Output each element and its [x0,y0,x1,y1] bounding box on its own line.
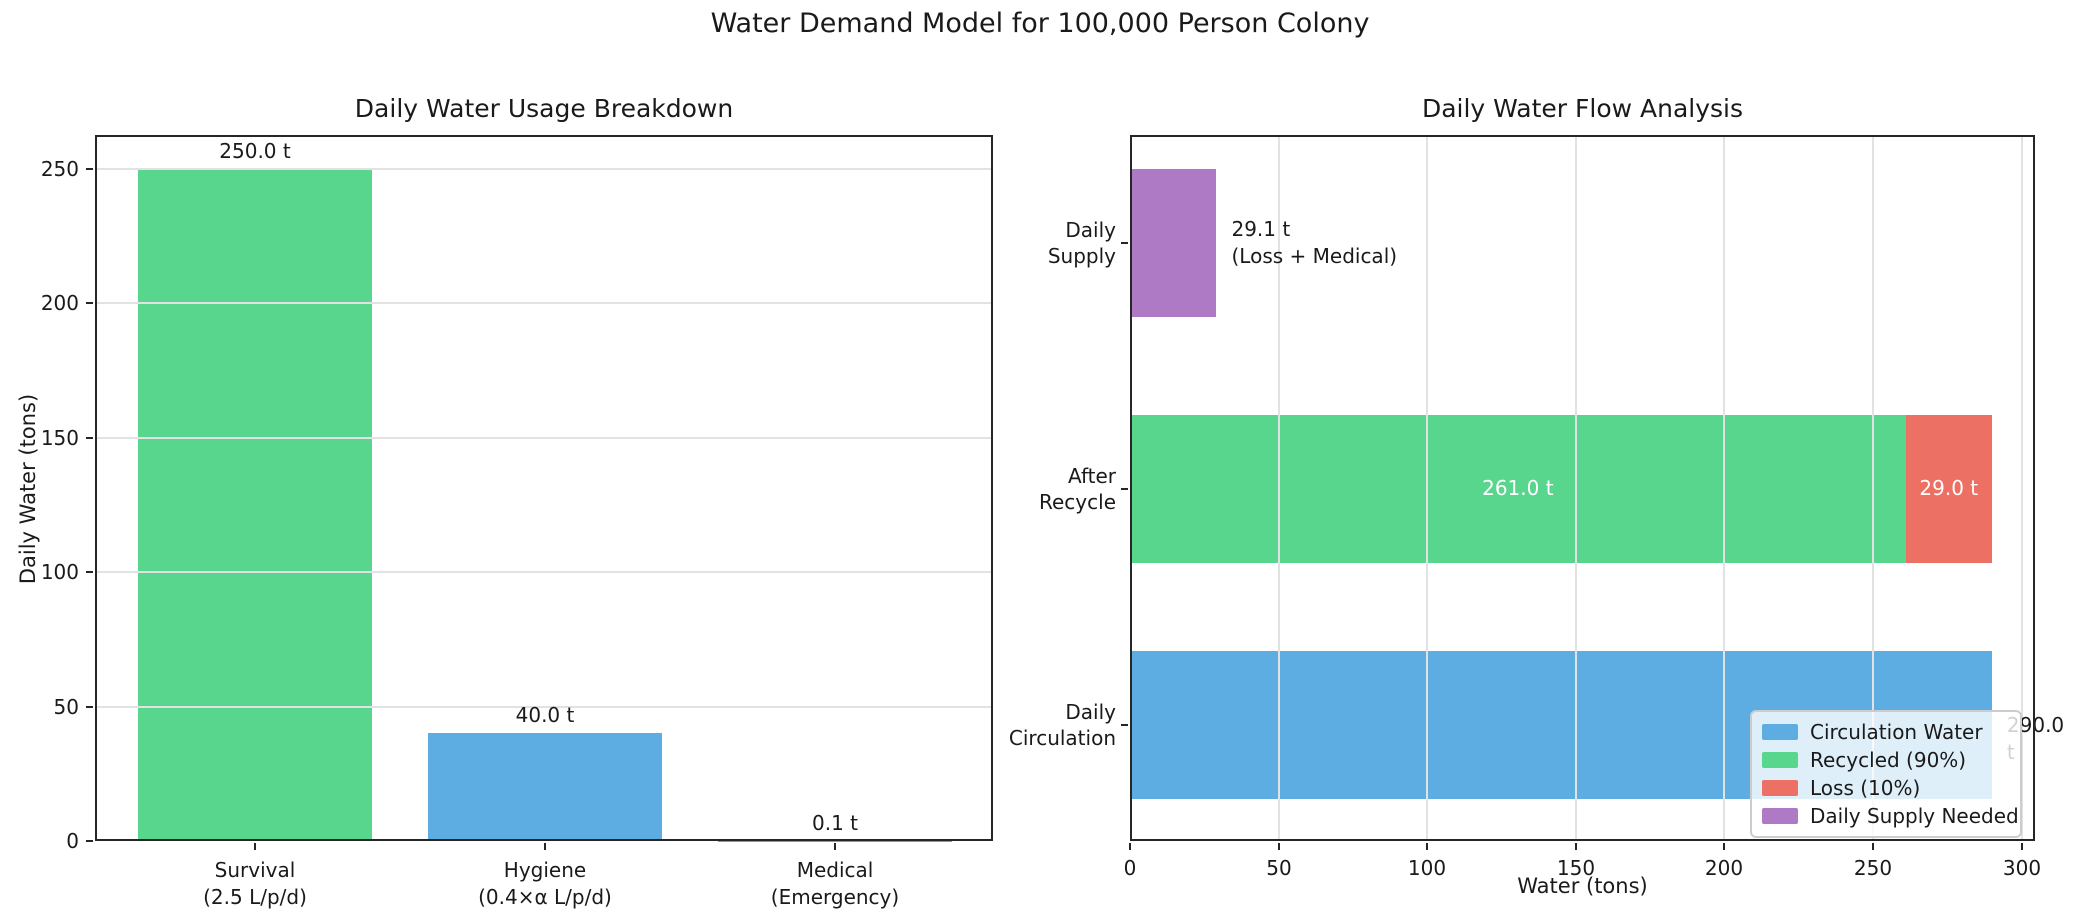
x-tick-label-150: 150 [1556,856,1596,880]
y-tick-label-200: 200 [40,291,79,315]
x-tick-mark-50 [1278,843,1280,850]
legend-label: Loss (10%) [1810,776,1921,800]
x-tick-label-300: 300 [2002,856,2042,880]
bar-outside-label-daily-supply: 29.1 t (Loss + Medical) [1231,217,1398,268]
bar-value-label-hygiene: 40.0 t [515,703,575,728]
grid-line-x-200 [1723,137,1725,839]
y-tick-mark-250 [86,168,93,170]
grid-line-y-150 [97,437,991,439]
legend-item-blue: Circulation Water [1762,718,2010,746]
y-tick-mark-after-recycle [1121,488,1128,490]
legend-swatch-green [1762,752,1798,768]
usage-chart-title: Daily Water Usage Breakdown [354,94,734,123]
x-tick-mark-150 [1575,843,1577,850]
x-tick-label-survival: Survival (2.5 L/p/d) [203,858,307,909]
x-tick-mark-survival [254,843,256,850]
x-tick-mark-100 [1426,843,1428,850]
legend-swatch-blue [1762,724,1798,740]
bar-value-label-survival: 250.0 t [219,138,291,163]
y-tick-label-daily-circulation: Daily Circulation [1008,700,1116,750]
legend-label: Daily Supply Needed [1810,804,2019,828]
bar-value-label-medical: 0.1 t [811,810,858,835]
plot-spine-right [991,135,993,841]
bar-loss [1905,415,1992,563]
x-tick-label-50: 50 [1266,856,1292,880]
grid-line-x-100 [1426,137,1428,839]
x-tick-mark-hygiene [544,843,546,850]
y-tick-label-daily-supply: Daily Supply [1047,218,1116,268]
y-tick-label-250: 250 [40,157,79,181]
grid-line-y-100 [97,571,991,573]
bar-recycled [1130,415,1906,563]
y-tick-mark-daily-supply [1121,242,1128,244]
x-tick-mark-250 [1872,843,1874,850]
x-tick-mark-200 [1723,843,1725,850]
x-tick-label-0: 0 [1123,856,1137,880]
y-tick-mark-100 [86,571,93,573]
plot-spine-bottom [95,839,993,841]
grid-line-y-200 [97,302,991,304]
grid-line-x-50 [1278,137,1280,839]
figure-title: Water Demand Model for 100,000 Person Co… [710,8,1370,39]
usage-plot-area: 0 50 100 150 200 250 250.0 t Survival (2.5 L/p/… [41,135,993,909]
y-tick-mark-daily-circulation [1121,724,1128,726]
flow-legend: Circulation Water Recycled (90%) Loss (10%… [1750,710,2022,838]
bar-hygiene [428,733,662,841]
y-tick-label-150: 150 [40,426,79,450]
y-tick-mark-50 [86,706,93,708]
legend-swatch-red [1762,780,1798,796]
usage-y-axis-label: Daily Water (tons) [16,393,40,585]
y-tick-mark-150 [86,437,93,439]
x-tick-mark-300 [2021,843,2023,850]
legend-item-purple: Daily Supply Needed [1762,802,2019,830]
legend-item-red: Loss (10%) [1762,774,2010,802]
bar-inside-label-recycled: 261.0 t [1482,476,1554,500]
x-tick-label-hygiene: Hygiene (0.4×α L/p/d) [478,858,612,909]
flow-x-axis-label: Water (tons) [1517,874,1648,898]
y-tick-label-after-recycle: After Recycle [1039,464,1116,514]
grid-line-y-50 [97,706,991,708]
plot-spine-left [1130,135,1132,841]
plot-spine-top [1130,135,2035,137]
plot-spine-right [2033,135,2035,841]
legend-swatch-purple [1762,808,1798,824]
x-tick-mark-0 [1129,843,1131,850]
y-tick-mark-0 [86,840,93,842]
x-tick-label-medical: Medical (Emergency) [770,858,900,909]
plot-spine-top [95,135,993,137]
x-tick-mark-medical [834,843,836,850]
y-tick-mark-200 [86,302,93,304]
legend-item-green: Recycled (90%) [1762,746,2010,774]
y-tick-label-50: 50 [53,695,79,719]
flow-chart-title: Daily Water Flow Analysis [1421,94,1744,123]
grid-line-x-250 [1872,137,1874,839]
grid-line-y-250 [97,168,991,170]
plot-spine-left [95,135,97,841]
x-tick-label-250: 250 [1853,856,1893,880]
plot-spine-bottom [1130,839,2035,841]
grid-line-x-300 [2021,137,2023,839]
bar-daily-supply-needed [1130,169,1217,317]
y-tick-label-0: 0 [66,829,79,853]
legend-label: Circulation Water [1810,720,1983,744]
y-tick-label-100: 100 [40,560,79,584]
x-tick-label-200: 200 [1704,856,1744,880]
grid-line-x-150 [1575,137,1577,839]
x-tick-label-100: 100 [1407,856,1447,880]
bar-inside-label-loss: 29.0 t [1919,476,1979,500]
legend-label: Recycled (90%) [1810,748,1967,772]
bar-survival [138,168,372,841]
flow-plot-area: Circulation Water Recycled (90%) Loss (10%… [1009,135,2064,880]
